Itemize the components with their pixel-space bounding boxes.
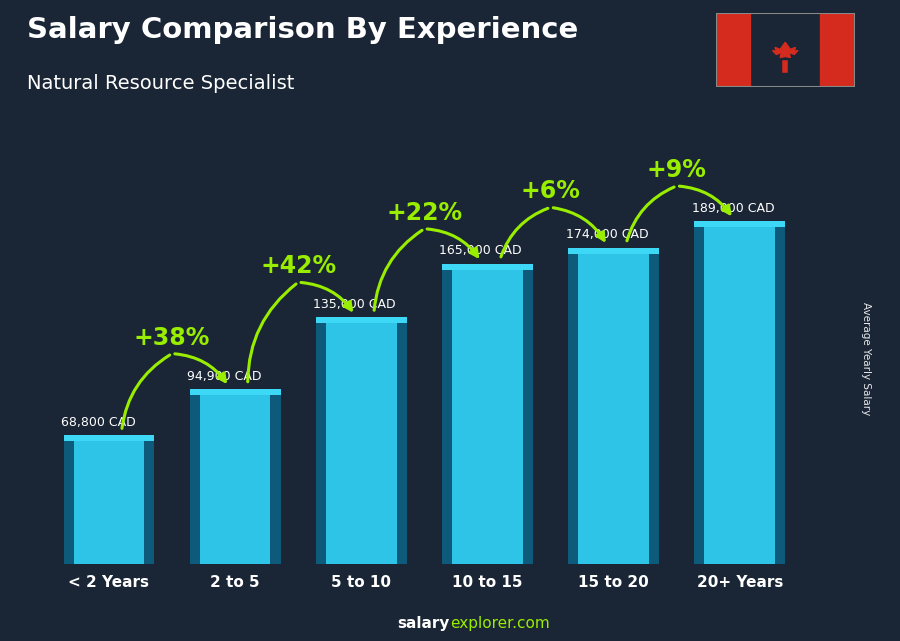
Text: 94,900 CAD: 94,900 CAD bbox=[187, 369, 262, 383]
Bar bbox=[316, 323, 407, 564]
Text: Salary Comparison By Experience: Salary Comparison By Experience bbox=[27, 16, 578, 44]
Bar bbox=[316, 317, 407, 323]
Bar bbox=[694, 227, 705, 564]
Text: salary: salary bbox=[398, 617, 450, 631]
Text: 68,800 CAD: 68,800 CAD bbox=[61, 416, 136, 429]
Bar bbox=[694, 221, 785, 227]
Text: Average Yearly Salary: Average Yearly Salary bbox=[860, 303, 871, 415]
Polygon shape bbox=[772, 42, 798, 58]
Bar bbox=[271, 395, 281, 564]
Bar bbox=[190, 395, 281, 564]
Bar bbox=[397, 323, 407, 564]
Text: +9%: +9% bbox=[647, 158, 707, 182]
Bar bbox=[64, 442, 155, 564]
Text: Natural Resource Specialist: Natural Resource Specialist bbox=[27, 74, 294, 93]
Bar bbox=[442, 263, 533, 270]
Bar bbox=[694, 227, 785, 564]
Bar bbox=[64, 435, 155, 442]
Bar bbox=[716, 13, 751, 87]
Bar bbox=[775, 227, 785, 564]
Bar bbox=[523, 270, 533, 564]
Text: explorer.com: explorer.com bbox=[450, 617, 550, 631]
Bar bbox=[316, 323, 326, 564]
Text: +38%: +38% bbox=[134, 326, 211, 349]
Text: 189,000 CAD: 189,000 CAD bbox=[692, 202, 774, 215]
Text: 174,000 CAD: 174,000 CAD bbox=[565, 228, 648, 242]
Text: +22%: +22% bbox=[386, 201, 463, 224]
Bar bbox=[568, 247, 659, 254]
Bar bbox=[442, 270, 533, 564]
Bar bbox=[144, 442, 155, 564]
Text: 165,000 CAD: 165,000 CAD bbox=[439, 244, 522, 258]
Bar bbox=[64, 442, 74, 564]
Bar bbox=[649, 254, 659, 564]
Bar bbox=[568, 254, 659, 564]
Bar bbox=[190, 395, 200, 564]
Bar bbox=[190, 388, 281, 395]
Text: 135,000 CAD: 135,000 CAD bbox=[313, 298, 396, 311]
Text: +42%: +42% bbox=[260, 254, 337, 278]
Bar bbox=[568, 254, 578, 564]
Text: +6%: +6% bbox=[520, 179, 580, 203]
Bar bbox=[442, 270, 452, 564]
Bar bbox=[820, 13, 855, 87]
